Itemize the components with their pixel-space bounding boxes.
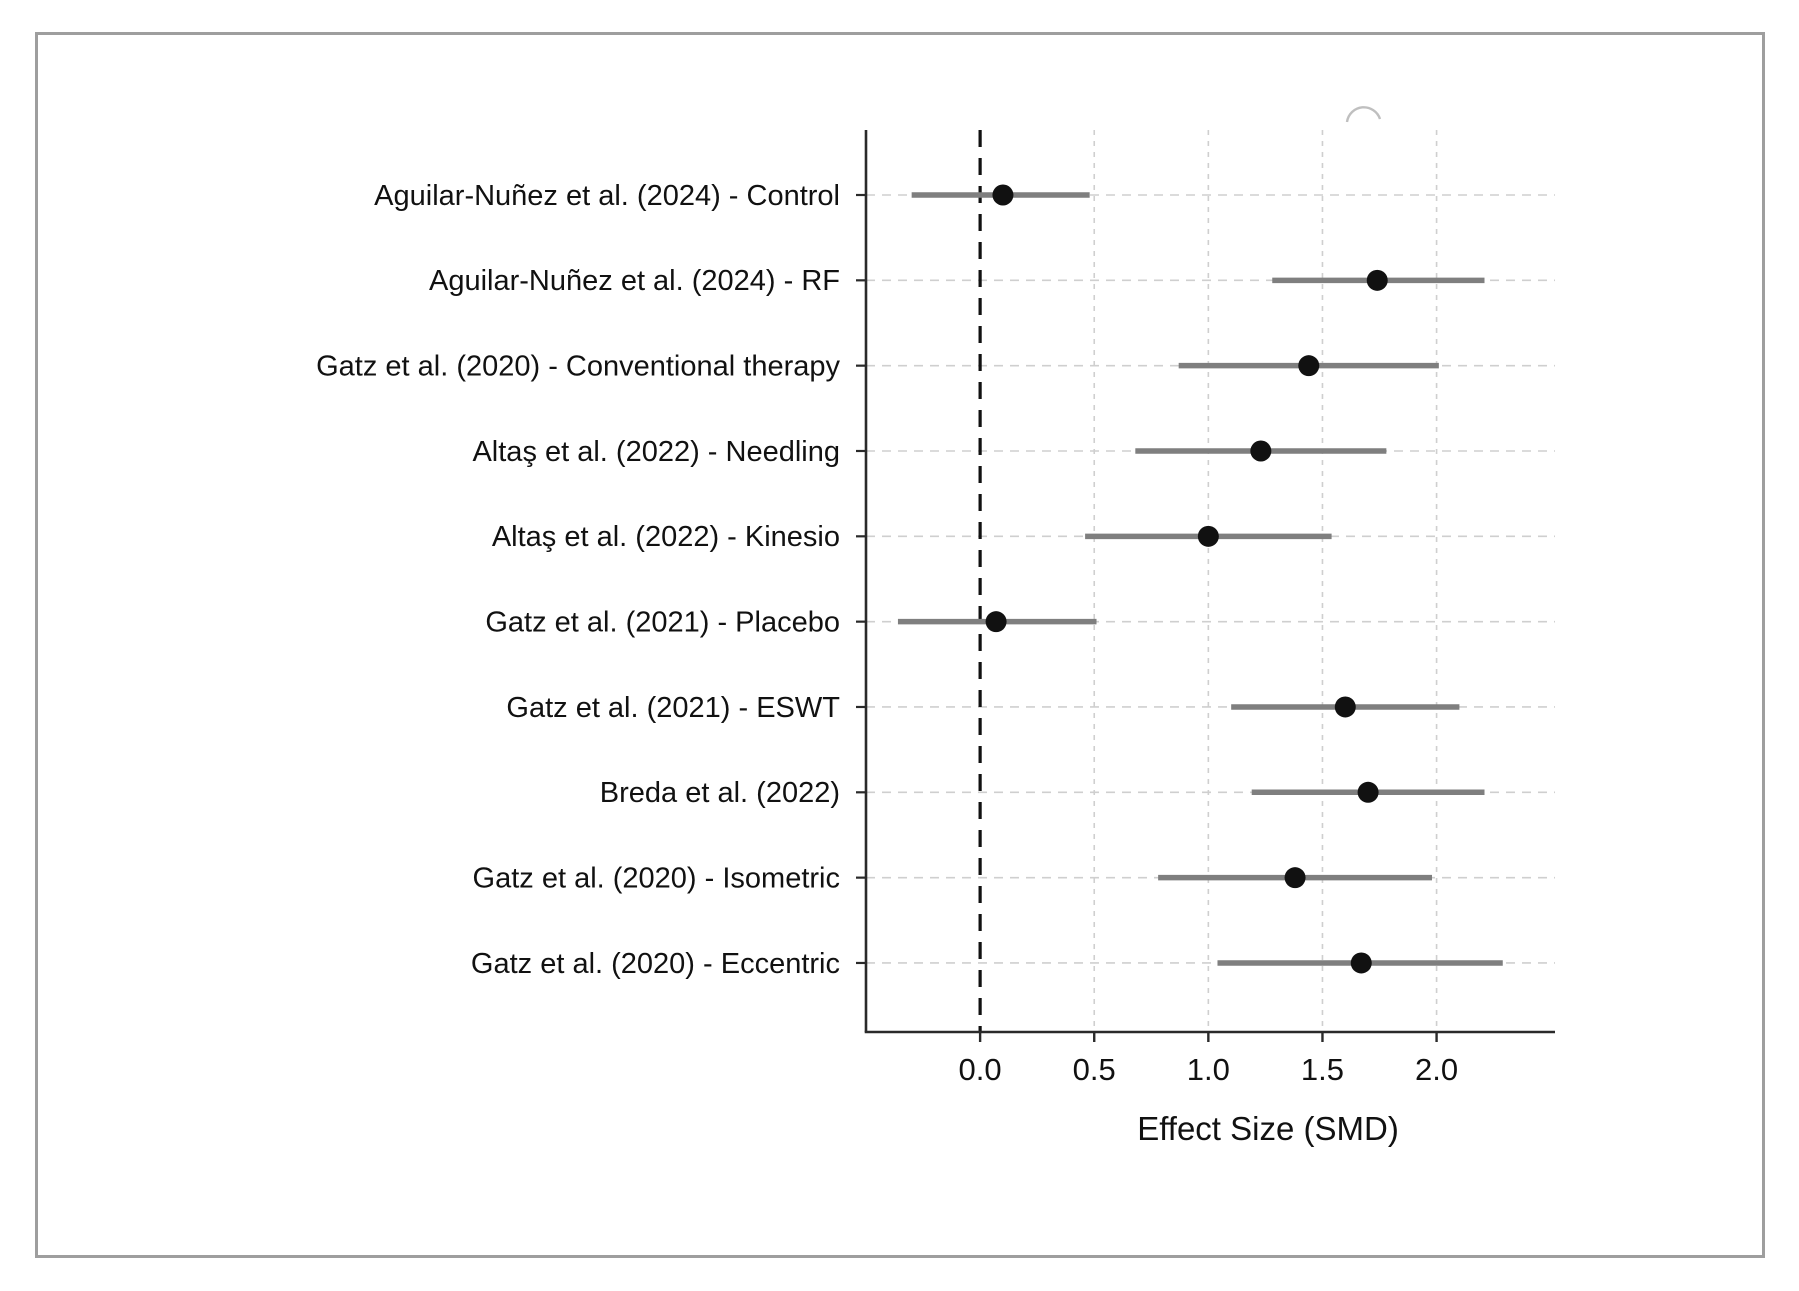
study-label: Gatz et al. (2021) - ESWT: [506, 692, 840, 724]
study-label: Altaş et al. (2022) - Needling: [472, 436, 840, 468]
study-label: Gatz et al. (2020) - Isometric: [473, 863, 840, 895]
figure-border-frame: [35, 32, 1765, 1258]
study-label: Gatz et al. (2020) - Conventional therap…: [316, 351, 840, 383]
point-estimate-marker: [985, 611, 1007, 633]
point-estimate-marker: [1366, 269, 1388, 291]
study-label: Breda et al. (2022): [600, 777, 840, 809]
point-estimate-marker: [1350, 952, 1372, 974]
point-estimate-marker: [1197, 525, 1219, 547]
stray-arc-artifact: [1345, 106, 1382, 123]
x-tick-label: 2.0: [1415, 1052, 1458, 1087]
x-axis-title: Effect Size (SMD): [1137, 1110, 1399, 1147]
point-estimate-marker: [992, 184, 1014, 206]
study-label: Aguilar-Nuñez et al. (2024) - Control: [374, 180, 840, 212]
point-estimate-marker: [1250, 440, 1272, 462]
study-label: Gatz et al. (2020) - Eccentric: [471, 948, 840, 980]
x-tick-label: 0.0: [959, 1052, 1002, 1087]
study-label: Aguilar-Nuñez et al. (2024) - RF: [429, 265, 840, 297]
point-estimate-marker: [1298, 355, 1320, 377]
study-label: Altaş et al. (2022) - Kinesio: [492, 521, 840, 553]
x-tick-label: 1.5: [1301, 1052, 1344, 1087]
x-tick-label: 0.5: [1073, 1052, 1116, 1087]
point-estimate-marker: [1357, 781, 1379, 803]
study-label: Gatz et al. (2021) - Placebo: [485, 607, 840, 639]
point-estimate-marker: [1334, 696, 1356, 718]
x-tick-label: 1.0: [1187, 1052, 1230, 1087]
point-estimate-marker: [1284, 867, 1306, 889]
